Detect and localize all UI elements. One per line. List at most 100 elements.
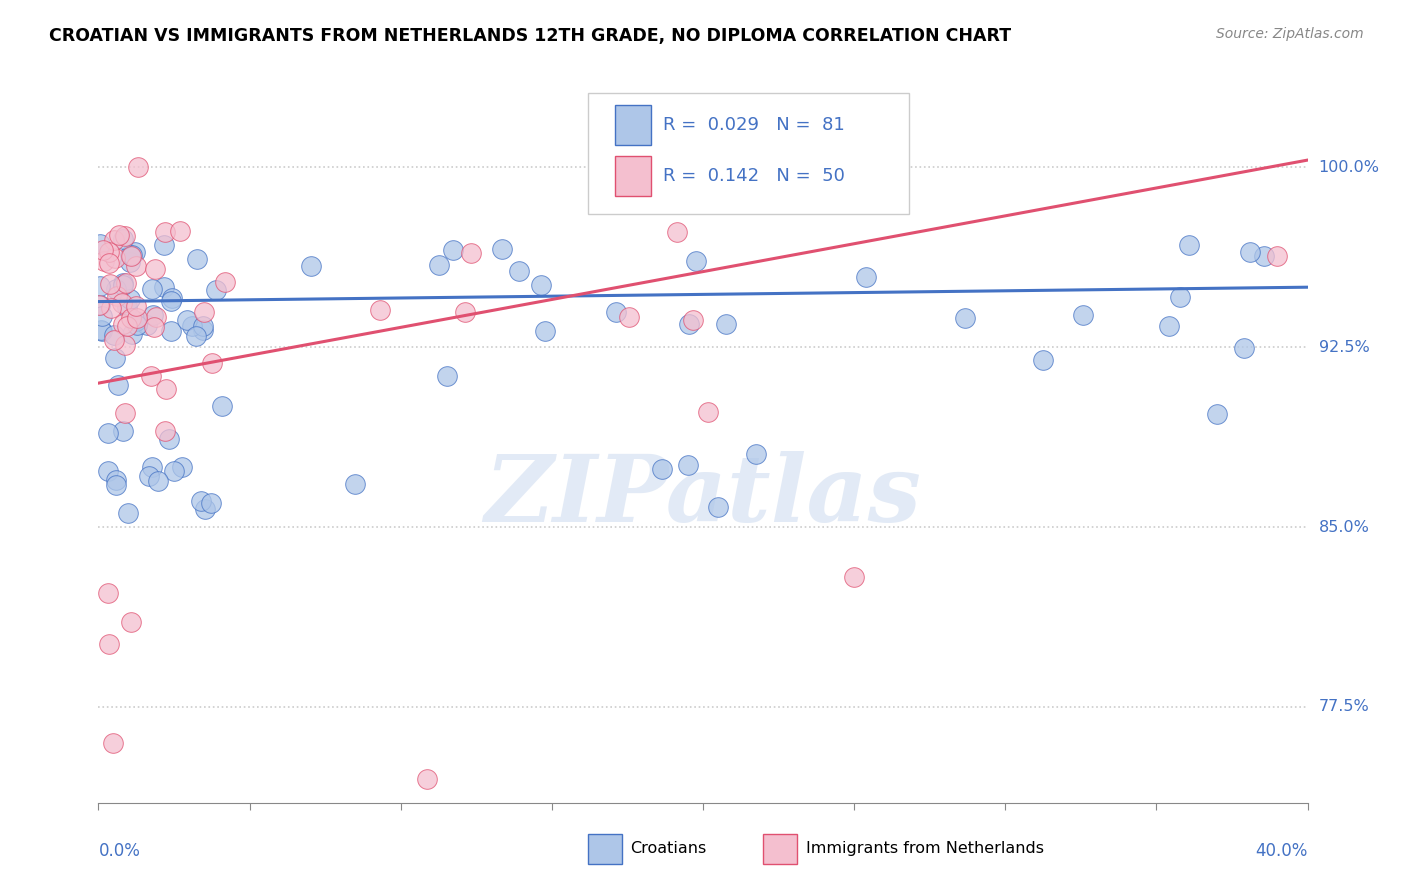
FancyBboxPatch shape: [614, 156, 651, 196]
Point: [170, 459, 193, 474]
Point: [125, 299, 148, 313]
Point: [141, 281, 163, 295]
Point: [139, 369, 162, 384]
Text: Source: ZipAtlas.com: Source: ZipAtlas.com: [1216, 27, 1364, 41]
Point: [118, 292, 141, 306]
Point: [100, 301, 122, 315]
Point: [155, 382, 177, 396]
Point: [114, 229, 136, 244]
Point: [676, 458, 699, 472]
Point: [143, 262, 166, 277]
Point: [534, 325, 557, 339]
Point: [191, 323, 214, 337]
Point: [121, 327, 143, 342]
Text: Croatians: Croatians: [630, 841, 707, 856]
Point: [112, 317, 135, 331]
Point: [115, 277, 138, 291]
Point: [120, 615, 142, 629]
Point: [111, 424, 134, 438]
Point: [153, 424, 176, 438]
Text: 92.5%: 92.5%: [1319, 340, 1369, 355]
Point: [190, 493, 212, 508]
Point: [125, 318, 148, 332]
Point: [706, 500, 728, 515]
Point: [138, 469, 160, 483]
Point: [114, 338, 136, 352]
Text: R =  0.029   N =  81: R = 0.029 N = 81: [664, 116, 845, 134]
Point: [160, 293, 183, 308]
Point: [427, 258, 450, 272]
Point: [617, 310, 640, 325]
Text: 77.5%: 77.5%: [1319, 699, 1369, 714]
Point: [111, 296, 134, 310]
Point: [114, 406, 136, 420]
Point: [193, 304, 215, 318]
Point: [1232, 342, 1254, 356]
Point: [745, 447, 768, 461]
Point: [104, 282, 127, 296]
Point: [714, 317, 737, 331]
Point: [955, 310, 977, 325]
Point: [157, 432, 180, 446]
Point: [508, 264, 530, 278]
Point: [136, 318, 159, 333]
Text: ZIPatlas: ZIPatlas: [485, 450, 921, 541]
Point: [142, 308, 165, 322]
Point: [299, 260, 322, 274]
Point: [115, 319, 138, 334]
Point: [124, 244, 146, 259]
Point: [97, 464, 120, 478]
FancyBboxPatch shape: [588, 94, 908, 214]
Point: [127, 310, 149, 325]
Point: [91, 324, 114, 338]
Point: [153, 279, 176, 293]
FancyBboxPatch shape: [588, 834, 621, 863]
Point: [416, 772, 439, 786]
Point: [104, 351, 127, 365]
Point: [127, 161, 149, 175]
Point: [844, 570, 866, 584]
Point: [214, 276, 236, 290]
Point: [141, 460, 163, 475]
Point: [117, 506, 139, 520]
Point: [1253, 249, 1275, 263]
Point: [98, 245, 121, 260]
Point: [112, 277, 135, 291]
Point: [89, 279, 111, 293]
Point: [184, 329, 207, 343]
Point: [665, 225, 688, 239]
Point: [441, 243, 464, 257]
Point: [97, 638, 120, 652]
Point: [143, 320, 166, 334]
Point: [145, 310, 167, 325]
Point: [118, 255, 141, 269]
Point: [124, 259, 146, 273]
Point: [685, 253, 707, 268]
Point: [454, 305, 477, 319]
Point: [107, 228, 129, 243]
Point: [194, 501, 217, 516]
Point: [180, 319, 202, 334]
Point: [200, 496, 222, 510]
Point: [343, 477, 366, 491]
Point: [176, 312, 198, 326]
FancyBboxPatch shape: [763, 834, 797, 863]
Point: [697, 405, 720, 419]
Point: [91, 310, 114, 324]
Point: [162, 464, 184, 478]
Text: CROATIAN VS IMMIGRANTS FROM NETHERLANDS 12TH GRADE, NO DIPLOMA CORRELATION CHART: CROATIAN VS IMMIGRANTS FROM NETHERLANDS …: [49, 27, 1011, 45]
Point: [115, 300, 138, 314]
Point: [460, 245, 482, 260]
Point: [1239, 244, 1261, 259]
Point: [120, 310, 142, 325]
Point: [111, 232, 134, 246]
Point: [530, 277, 553, 292]
Text: 0.0%: 0.0%: [98, 842, 141, 860]
Point: [491, 243, 513, 257]
Point: [605, 305, 627, 319]
Point: [201, 356, 224, 370]
Point: [91, 243, 114, 257]
Point: [97, 425, 120, 440]
Point: [120, 248, 142, 262]
Point: [1205, 407, 1227, 421]
